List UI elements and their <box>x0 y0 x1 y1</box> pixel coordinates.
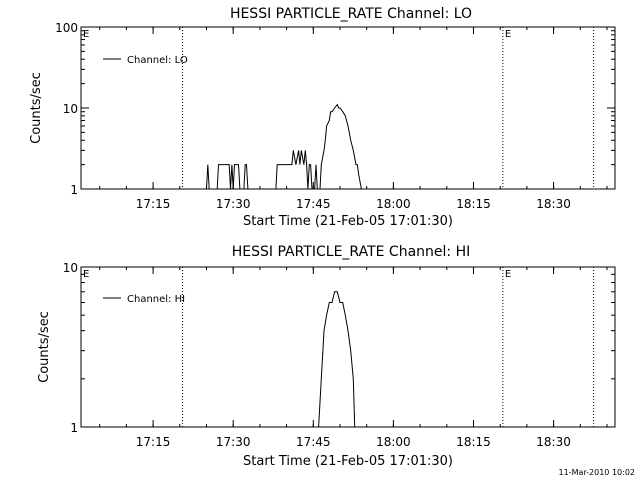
x-tick-label: 17:45 <box>296 435 331 449</box>
x-ticks-hi: 17:15 17:30 17:45 18:00 18:15 18:30 <box>99 267 608 449</box>
y-ticks-hi: 1 10 <box>63 261 615 435</box>
x-tick-label: 18:00 <box>376 197 411 211</box>
event-marker-label: E <box>505 269 511 280</box>
y-tick-label: 1 <box>70 421 78 435</box>
plot-frame-lo <box>80 26 616 190</box>
panel-lo: HESSI PARTICLE_RATE Channel: LO Counts/s… <box>29 6 616 229</box>
x-tick-label: 17:15 <box>136 435 171 449</box>
x-tick-label: 18:30 <box>536 197 571 211</box>
y-tick-label: 10 <box>63 261 78 275</box>
y-axis-label-lo: Counts/sec <box>29 72 44 144</box>
series-line-lo <box>206 103 372 190</box>
x-tick-label: 18:30 <box>536 435 571 449</box>
x-tick-label: 17:15 <box>136 197 171 211</box>
x-axis-label-hi: Start Time (21-Feb-05 17:01:30) <box>243 454 453 469</box>
x-tick-label: 17:30 <box>216 435 251 449</box>
y-tick-label: 10 <box>63 102 78 116</box>
x-tick-label: 18:15 <box>456 435 491 449</box>
legend-hi: Channel: HI <box>103 294 185 305</box>
legend-lo: Channel: LO <box>103 55 188 66</box>
x-ticks-lo: 17:15 17:30 17:45 18:00 18:15 18:30 <box>99 27 608 211</box>
chart-title-lo: HESSI PARTICLE_RATE Channel: LO <box>230 6 472 22</box>
y-tick-label: 100 <box>55 21 78 35</box>
x-axis-label-lo: Start Time (21-Feb-05 17:01:30) <box>243 214 453 229</box>
event-marker-label: E <box>83 269 89 280</box>
event-marker-label: E <box>83 29 89 40</box>
footer-timestamp: 11-Mar-2010 10:02 <box>559 468 636 477</box>
legend-label-hi: Channel: HI <box>127 294 185 305</box>
x-tick-label: 18:00 <box>376 435 411 449</box>
x-tick-label: 18:15 <box>456 197 491 211</box>
plot-frame-hi <box>80 266 616 428</box>
x-tick-label: 17:30 <box>216 197 251 211</box>
y-axis-label-hi: Counts/sec <box>37 311 52 383</box>
series-line-hi <box>318 291 356 428</box>
legend-label-lo: Channel: LO <box>127 55 188 66</box>
y-tick-label: 1 <box>70 183 78 197</box>
y-ticks-lo: 1 10 100 <box>55 21 615 197</box>
chart-title-hi: HESSI PARTICLE_RATE Channel: HI <box>232 244 470 260</box>
panel-hi: HESSI PARTICLE_RATE Channel: HI Counts/s… <box>37 244 616 469</box>
event-marker-label: E <box>505 29 511 40</box>
x-tick-label: 17:45 <box>296 197 331 211</box>
